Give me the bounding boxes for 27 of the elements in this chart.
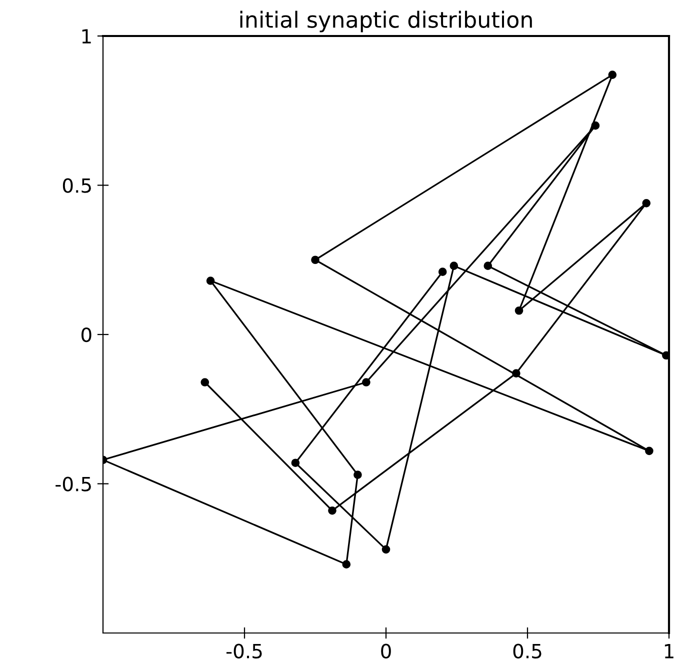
point [512, 369, 520, 378]
point [591, 121, 600, 130]
point [354, 470, 362, 479]
y-tick-label: 0 [81, 327, 92, 342]
point [328, 506, 336, 515]
point [645, 446, 654, 456]
y-tick-label: 1 [82, 29, 91, 44]
point [438, 268, 447, 276]
x-tick-label: -0.5 [226, 644, 262, 658]
point [608, 70, 617, 79]
point [291, 458, 300, 468]
y-tick-label: -0.5 [56, 476, 91, 492]
x-tick-label: 1 [664, 644, 674, 658]
point [484, 262, 492, 270]
point [200, 378, 210, 386]
point [514, 306, 524, 315]
point [642, 198, 651, 208]
chart-title: initial synaptic distribution [240, 10, 532, 32]
y-tick-label: 0.5 [62, 178, 91, 193]
point [450, 262, 458, 270]
point [382, 545, 390, 554]
x-tick-label: 0 [381, 644, 391, 658]
x-tick-label: 0.5 [513, 644, 542, 658]
point [342, 560, 351, 569]
point [311, 256, 320, 264]
point [206, 276, 215, 285]
point [362, 378, 370, 386]
